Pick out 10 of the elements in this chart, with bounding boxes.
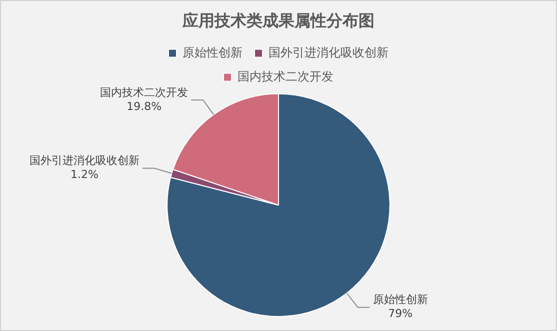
data-label: 1.2% — [70, 168, 98, 182]
slice-label: 原始性创新 — [372, 293, 428, 306]
data-label: 79% — [388, 307, 413, 320]
slice-label: 国外引进消化吸收创新 — [29, 154, 140, 168]
legend-label: 原始性创新 — [182, 45, 242, 60]
legend-label: 国内技术二次开发 — [238, 69, 334, 84]
slice-label: 国内技术二次开发 — [100, 86, 188, 99]
data-label: 19.8% — [126, 100, 162, 113]
chart-title: 应用技术类成果属性分布图 — [182, 10, 374, 30]
legend-label: 国外引进消化吸收创新 — [268, 45, 388, 60]
